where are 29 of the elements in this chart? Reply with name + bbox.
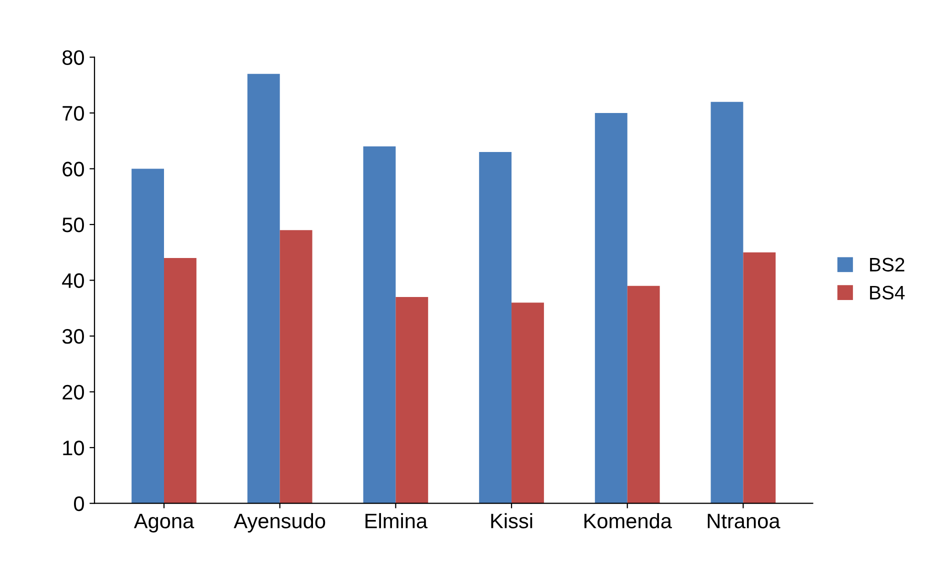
bar — [396, 297, 428, 504]
x-tick-label: Komenda — [584, 513, 672, 528]
x-tick-label: Agona — [134, 514, 194, 533]
y-tick-label: 70 — [62, 106, 84, 121]
bar — [512, 302, 544, 504]
bar — [710, 102, 744, 504]
bar — [164, 258, 196, 504]
y-tick-label: 40 — [62, 273, 84, 288]
bar — [479, 152, 512, 504]
bar — [627, 286, 660, 504]
bar — [247, 74, 280, 504]
bar — [743, 252, 776, 504]
y-tick-label: 30 — [62, 329, 84, 344]
x-tick-label: Kissi — [491, 513, 532, 528]
y-tick-label: 10 — [63, 440, 84, 456]
x-tick-label: Ntranoa — [708, 514, 780, 528]
y-tick-label: 0 — [74, 496, 84, 512]
y-tick-label: 50 — [62, 218, 84, 232]
bar — [132, 168, 164, 504]
y-tick-label: 80 — [62, 50, 84, 65]
bar — [594, 112, 628, 504]
legend-label: BS4 — [870, 286, 905, 300]
y-tick-label: 60 — [62, 162, 84, 176]
y-tick-label: 20 — [62, 384, 84, 400]
x-tick-label: Ayensudo — [234, 513, 326, 533]
legend-label: BS2 — [870, 258, 904, 272]
bar — [363, 146, 396, 504]
x-tick-label: Elmina — [366, 513, 428, 528]
bar — [280, 230, 312, 504]
